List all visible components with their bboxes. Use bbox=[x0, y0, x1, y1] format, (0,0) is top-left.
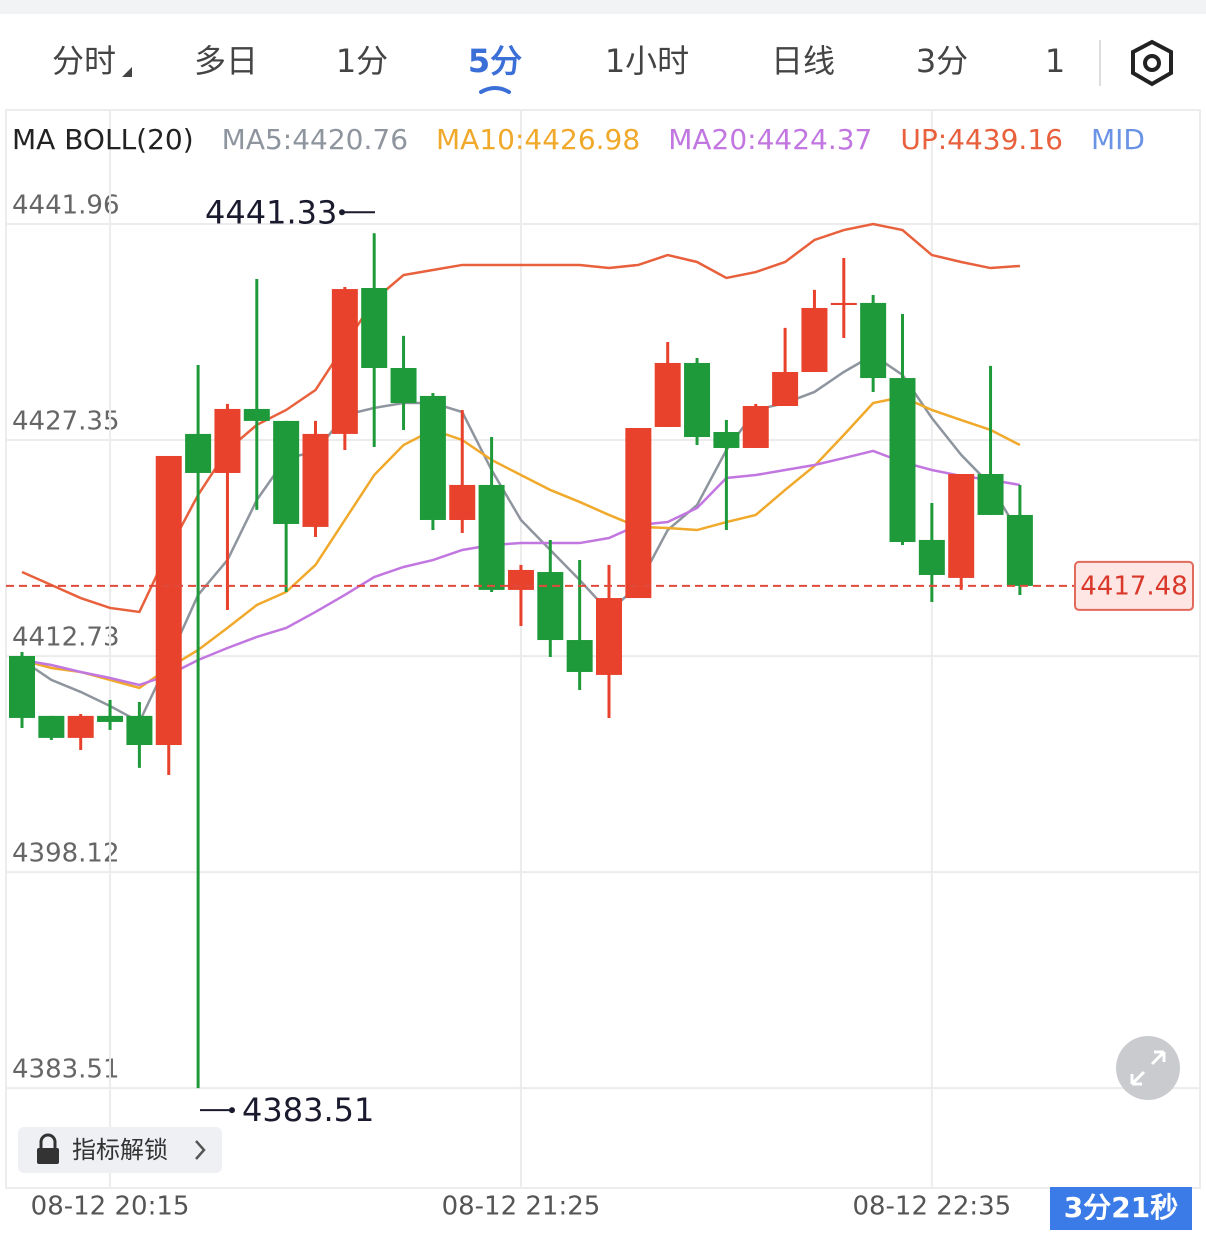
legend-entry: MID bbox=[1091, 123, 1145, 156]
tab-dropdown bbox=[122, 67, 132, 77]
candle-body bbox=[713, 432, 740, 448]
candle-body bbox=[243, 408, 270, 421]
tab[interactable]: 日线 bbox=[771, 42, 835, 80]
candle-body bbox=[889, 378, 916, 543]
candle-body bbox=[361, 288, 388, 368]
tab[interactable]: 1分 bbox=[336, 42, 388, 80]
indicator-line bbox=[21, 353, 1021, 724]
candle-body bbox=[478, 484, 505, 590]
grid: 4441.96 4427.35 4412.73 4398.12 4383.51 08-12… bbox=[6, 110, 1200, 1222]
low-leader-dot bbox=[229, 1107, 235, 1114]
plot-frame bbox=[5, 109, 1201, 1189]
indicator-line bbox=[21, 222, 1020, 614]
candles bbox=[9, 233, 1033, 1089]
candle-body bbox=[273, 420, 300, 524]
indicator-line bbox=[21, 395, 1021, 690]
legend-entry: UP:4439.16 bbox=[900, 123, 1063, 156]
x-tick-label: 08-12 20:15 bbox=[31, 1192, 190, 1222]
unlock-label: 指标解锁 bbox=[72, 1136, 168, 1164]
y-tick-label: 4441.96 bbox=[12, 190, 120, 220]
tab[interactable]: 5分 bbox=[468, 42, 522, 80]
candle-body bbox=[9, 656, 35, 718]
candle-body bbox=[830, 302, 857, 306]
candle-body bbox=[977, 474, 1004, 515]
settings-button[interactable] bbox=[1131, 39, 1173, 87]
candle-body bbox=[742, 405, 769, 448]
high-annotation: 4441.33 bbox=[205, 193, 337, 231]
legend: MA BOLL(20) MA5:4420.76 MA10:4426.98 MA20:4… bbox=[12, 123, 1145, 156]
x-tick-label: 08-12 21:25 bbox=[442, 1192, 601, 1222]
candle-body bbox=[38, 715, 65, 738]
legend-entry: MA10:4426.98 bbox=[436, 123, 640, 156]
candle-body bbox=[860, 302, 887, 379]
candle-body bbox=[566, 640, 593, 672]
legend-entry: MA5:4420.76 bbox=[222, 123, 408, 156]
legend-entry: MA BOLL(20) bbox=[12, 123, 194, 156]
countdown-box bbox=[1050, 1187, 1192, 1230]
tab[interactable]: 3分 bbox=[916, 42, 968, 80]
unlock-button[interactable]: 指标解锁 bbox=[18, 1127, 222, 1173]
countdown: 3分21秒 bbox=[1064, 1191, 1178, 1224]
top-strip bbox=[0, 0, 1206, 14]
price-tag bbox=[1074, 560, 1194, 611]
candle-body bbox=[948, 474, 975, 578]
candle-body bbox=[684, 362, 711, 438]
candle-body bbox=[155, 455, 182, 746]
candle-body bbox=[67, 715, 94, 738]
candle-body bbox=[97, 715, 124, 722]
candle-body bbox=[918, 539, 945, 575]
candle-body bbox=[1006, 514, 1033, 586]
candle-body bbox=[654, 362, 681, 427]
price-tag-label: 4417.48 bbox=[1080, 571, 1188, 601]
x-tick-label: 08-12 22:35 bbox=[852, 1192, 1011, 1222]
legend-entry: MA20:4424.37 bbox=[668, 123, 872, 156]
candle-body bbox=[537, 572, 564, 641]
candle-body bbox=[801, 307, 828, 372]
tab[interactable]: 1小时 bbox=[605, 42, 689, 80]
y-tick-label: 4383.51 bbox=[12, 1055, 120, 1085]
high-leader-dot bbox=[339, 209, 345, 216]
tab[interactable]: 1 bbox=[1045, 42, 1065, 80]
candle-body bbox=[419, 395, 446, 520]
candle-body bbox=[185, 433, 212, 473]
y-tick-label: 4427.35 bbox=[12, 406, 120, 436]
y-tick-label: 4412.73 bbox=[12, 623, 120, 653]
candle-body bbox=[449, 484, 476, 520]
indicator-line bbox=[21, 449, 1021, 687]
candle-body bbox=[214, 408, 241, 473]
candle-body bbox=[596, 598, 622, 675]
candle-body bbox=[772, 371, 799, 406]
active-tab-indicator bbox=[479, 86, 511, 94]
tab[interactable]: 分时 bbox=[52, 42, 116, 80]
candle-body bbox=[302, 433, 329, 527]
candle-body bbox=[625, 428, 652, 599]
indicator-lines bbox=[21, 222, 1021, 724]
candle-body bbox=[331, 289, 358, 434]
tab-bar: 分时 多日 1分 5分 1小时 日线 3分 1 bbox=[52, 42, 1065, 94]
candle-body bbox=[126, 715, 153, 746]
expand-button[interactable] bbox=[1116, 1036, 1180, 1100]
low-annotation: 4383.51 bbox=[242, 1091, 374, 1129]
y-tick-label: 4398.12 bbox=[12, 839, 120, 869]
tab[interactable]: 多日 bbox=[194, 42, 258, 80]
annotations: 4441.33 4383.51 4417.48 bbox=[6, 193, 1194, 1129]
candle-body bbox=[390, 367, 417, 404]
